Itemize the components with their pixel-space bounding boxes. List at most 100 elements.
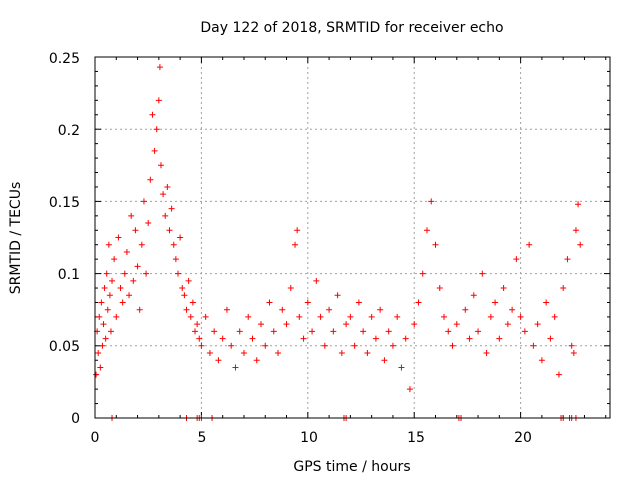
data-point bbox=[168, 205, 175, 212]
data-point bbox=[109, 277, 116, 284]
data-point bbox=[304, 299, 311, 306]
data-point bbox=[149, 111, 156, 118]
data-point bbox=[174, 270, 181, 277]
chart-title: Day 122 of 2018, SRMTID for receiver ech… bbox=[200, 20, 503, 36]
data-point bbox=[106, 292, 113, 299]
data-point bbox=[157, 162, 164, 169]
data-point bbox=[313, 277, 320, 284]
data-point bbox=[330, 328, 337, 335]
data-point bbox=[102, 335, 109, 342]
data-point bbox=[275, 350, 282, 357]
data-point bbox=[560, 285, 567, 292]
data-point bbox=[360, 328, 367, 335]
data-point bbox=[415, 299, 422, 306]
data-point bbox=[483, 350, 490, 357]
data-point bbox=[97, 364, 104, 371]
data-point bbox=[145, 220, 152, 227]
data-point bbox=[428, 198, 435, 205]
data-point bbox=[153, 126, 160, 133]
data-point bbox=[249, 335, 256, 342]
data-point bbox=[334, 292, 341, 299]
y-tick-label: 0.05 bbox=[49, 339, 80, 355]
x-tick-label: 5 bbox=[198, 430, 207, 446]
data-point bbox=[113, 313, 120, 320]
data-point bbox=[111, 256, 118, 263]
data-point bbox=[179, 285, 186, 292]
data-point bbox=[343, 321, 350, 328]
data-point bbox=[500, 285, 507, 292]
data-point bbox=[568, 342, 575, 349]
x-tick-label: 10 bbox=[300, 430, 318, 446]
data-point bbox=[206, 350, 213, 357]
y-axis-label: SRMTID / TECUs bbox=[8, 182, 24, 295]
data-point bbox=[136, 306, 143, 313]
data-point bbox=[521, 328, 528, 335]
data-point bbox=[185, 277, 192, 284]
data-point bbox=[202, 313, 209, 320]
data-point bbox=[423, 227, 430, 234]
data-point bbox=[570, 350, 577, 357]
data-point bbox=[419, 270, 426, 277]
data-point bbox=[517, 313, 524, 320]
data-point bbox=[377, 306, 384, 313]
data-point bbox=[104, 306, 111, 313]
data-point bbox=[538, 357, 545, 364]
data-point bbox=[196, 335, 203, 342]
data-point bbox=[96, 313, 103, 320]
data-point bbox=[138, 241, 145, 248]
data-point bbox=[564, 256, 571, 263]
data-point bbox=[347, 313, 354, 320]
data-point bbox=[156, 64, 163, 71]
data-point bbox=[228, 342, 235, 349]
data-point bbox=[236, 328, 243, 335]
data-point bbox=[292, 241, 299, 248]
data-point bbox=[575, 201, 582, 208]
data-point bbox=[487, 313, 494, 320]
data-point bbox=[119, 299, 126, 306]
data-point bbox=[555, 371, 562, 378]
data-point bbox=[177, 234, 184, 241]
data-point bbox=[411, 321, 418, 328]
data-point bbox=[526, 241, 533, 248]
y-tick-label: 0.25 bbox=[49, 51, 80, 67]
data-point bbox=[128, 212, 135, 219]
data-point bbox=[504, 321, 511, 328]
data-point bbox=[266, 299, 273, 306]
data-point bbox=[257, 321, 264, 328]
data-marks bbox=[93, 64, 584, 421]
data-point bbox=[296, 313, 303, 320]
data-point bbox=[130, 277, 137, 284]
data-point bbox=[355, 299, 362, 306]
data-point bbox=[436, 285, 443, 292]
data-point bbox=[100, 321, 107, 328]
x-tick-label: 20 bbox=[514, 430, 532, 446]
data-point bbox=[189, 299, 196, 306]
data-point bbox=[479, 270, 486, 277]
data-point bbox=[402, 335, 409, 342]
data-point bbox=[223, 306, 230, 313]
plot-frame bbox=[94, 56, 611, 419]
data-point bbox=[187, 313, 194, 320]
data-point bbox=[351, 342, 358, 349]
data-point bbox=[449, 342, 456, 349]
data-point bbox=[117, 285, 124, 292]
data-point bbox=[441, 313, 448, 320]
data-point bbox=[338, 350, 345, 357]
data-point bbox=[164, 183, 171, 190]
data-point bbox=[166, 227, 173, 234]
data-point bbox=[194, 321, 201, 328]
y-tick-label: 0.1 bbox=[58, 267, 80, 283]
data-point bbox=[462, 306, 469, 313]
data-point bbox=[155, 97, 162, 104]
y-tick-label: 0.2 bbox=[58, 123, 80, 139]
data-point bbox=[283, 321, 290, 328]
data-point bbox=[183, 306, 190, 313]
data-point bbox=[551, 313, 558, 320]
data-point bbox=[445, 328, 452, 335]
data-point bbox=[294, 227, 301, 234]
data-point bbox=[372, 335, 379, 342]
data-point bbox=[132, 227, 139, 234]
data-point bbox=[95, 350, 102, 357]
y-tick-label: 0.15 bbox=[49, 195, 80, 211]
x-tick-label: 0 bbox=[91, 430, 100, 446]
